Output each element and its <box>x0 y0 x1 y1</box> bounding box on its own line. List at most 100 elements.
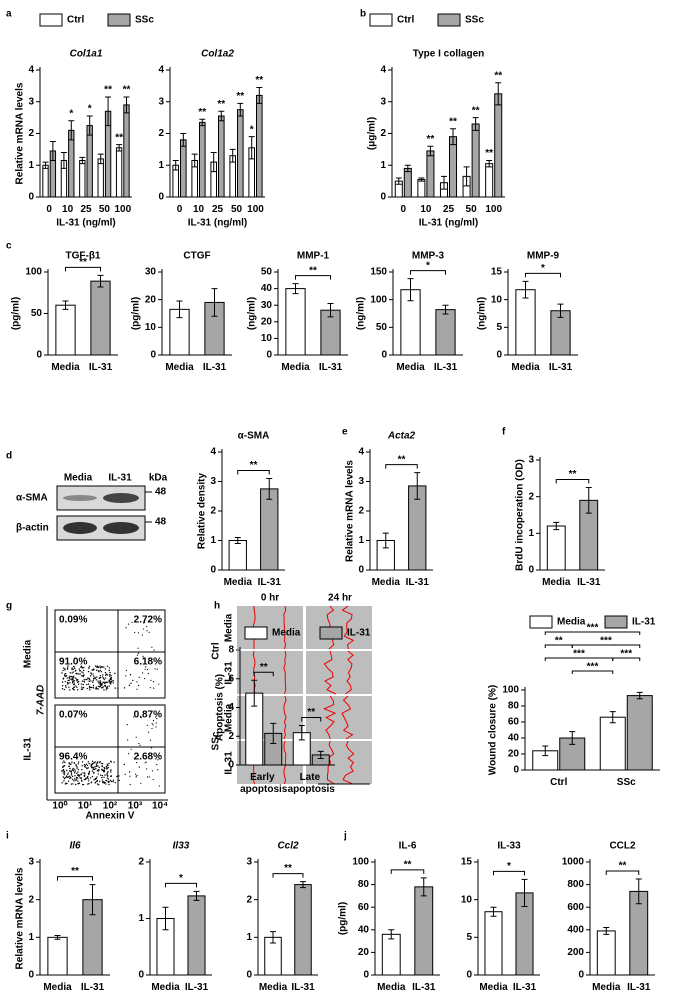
event <box>81 765 83 767</box>
event <box>88 667 90 669</box>
event <box>82 772 84 774</box>
tick-label: 10⁰ <box>52 801 67 812</box>
event <box>95 764 98 766</box>
significance: ** <box>449 116 457 127</box>
event <box>99 674 102 677</box>
event <box>77 780 79 782</box>
event <box>64 668 66 670</box>
event <box>63 765 66 767</box>
event <box>99 665 101 667</box>
bar <box>417 179 426 198</box>
event <box>76 686 78 688</box>
x-tick-label: 50 <box>231 204 243 215</box>
event <box>80 773 82 776</box>
event <box>67 665 69 667</box>
event <box>149 687 151 689</box>
event <box>73 780 75 782</box>
event <box>91 775 94 778</box>
bracket <box>612 657 641 661</box>
x-axis-label: IL-31 (ng/ml) <box>56 218 115 229</box>
bar <box>47 936 68 976</box>
bar <box>426 150 435 198</box>
event <box>110 771 112 773</box>
event <box>102 781 104 784</box>
y-tick-label: 5 <box>466 932 472 943</box>
event <box>71 761 73 763</box>
y-tick-label: 80 <box>508 701 520 712</box>
significance: ** <box>255 75 263 86</box>
event <box>97 680 99 682</box>
panel-letter: i <box>6 831 9 842</box>
event <box>70 772 73 774</box>
event <box>64 680 66 683</box>
panel-letter: d <box>6 451 12 462</box>
y-tick-label: 2 <box>210 506 216 517</box>
panel-letter: f <box>502 427 506 438</box>
event <box>144 762 146 764</box>
event <box>95 679 98 681</box>
x-tick-label: 10 <box>62 204 74 215</box>
event <box>103 678 105 681</box>
flow-plot <box>54 704 166 794</box>
event <box>68 686 70 688</box>
event <box>101 765 104 768</box>
row-label: IL-31 <box>224 661 235 685</box>
x-tick-label: IL-31 <box>627 982 651 993</box>
event <box>72 671 74 673</box>
bar <box>123 104 130 198</box>
event <box>146 724 148 727</box>
row-label: Media <box>224 703 235 732</box>
x-tick-label: 10 <box>193 204 205 215</box>
event <box>65 686 67 688</box>
chart-title: α-SMA <box>238 431 270 442</box>
event <box>112 680 114 682</box>
event <box>146 776 149 778</box>
bar <box>471 123 480 198</box>
bar <box>187 895 206 976</box>
y-axis-label: (ng/ml) <box>247 297 258 330</box>
bar <box>599 716 626 771</box>
x-tick-label: Media <box>377 982 406 993</box>
event <box>110 681 112 683</box>
x-tick-label: Media <box>224 577 253 588</box>
y-tick-label: 0 <box>496 350 502 361</box>
event <box>97 688 99 690</box>
y-tick-label: 40 <box>261 283 273 294</box>
legend-swatch <box>369 13 393 27</box>
y-tick-label: 0 <box>246 970 252 981</box>
event <box>137 754 139 757</box>
event <box>81 680 84 682</box>
event <box>152 719 155 722</box>
event <box>103 689 105 691</box>
wound-edge <box>283 605 287 650</box>
event <box>156 668 158 670</box>
event <box>96 676 98 678</box>
error-bar <box>442 304 449 315</box>
event <box>152 778 154 781</box>
event <box>109 671 111 674</box>
event <box>86 767 88 770</box>
event <box>77 679 79 681</box>
event <box>92 768 95 771</box>
significance: *** <box>587 623 599 634</box>
error-bar <box>256 86 263 104</box>
y-tick-label: 2 <box>28 894 34 905</box>
event <box>128 684 131 686</box>
event <box>75 672 77 675</box>
y-tick-label: 4 <box>358 447 364 458</box>
event <box>62 766 64 769</box>
event <box>96 665 99 667</box>
y-tick-label: 2 <box>28 128 34 139</box>
event <box>105 673 108 675</box>
event <box>61 684 64 687</box>
y-tick-label: 10 <box>461 894 473 905</box>
event <box>73 686 76 688</box>
error-bar <box>521 878 528 907</box>
x-tick-label: Media <box>281 362 310 373</box>
event <box>63 675 66 677</box>
wound-edge <box>252 650 256 695</box>
event <box>65 672 67 675</box>
y-tick-label: 0 <box>513 765 519 776</box>
tick-label: 10¹ <box>78 801 93 812</box>
event <box>118 775 120 777</box>
